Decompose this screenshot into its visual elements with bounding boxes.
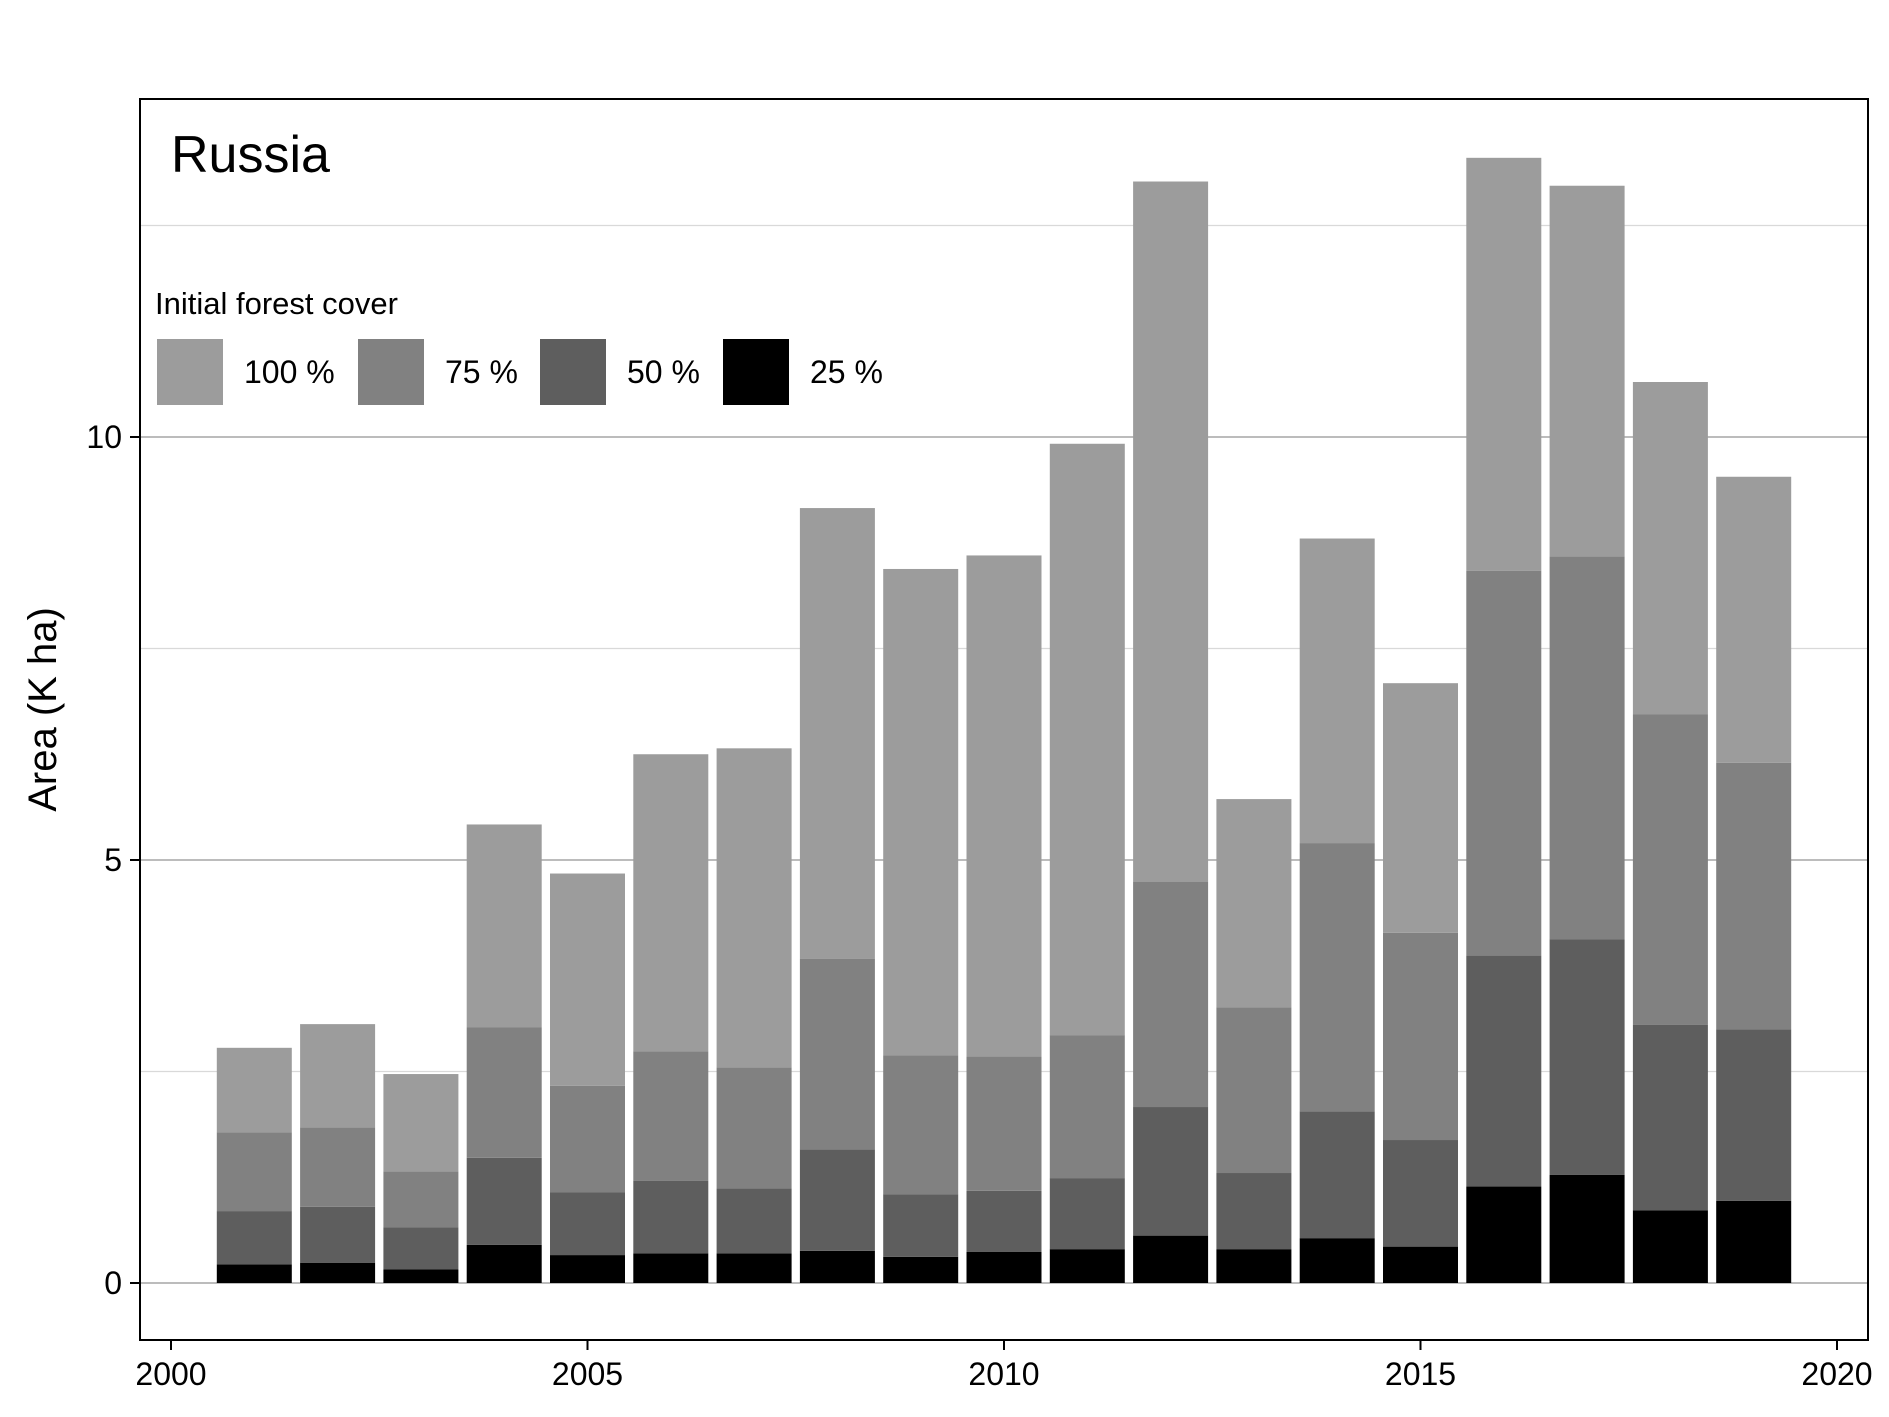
bar-2007-75pct (716, 1067, 792, 1189)
bar-2012-25pct (1133, 1235, 1209, 1283)
bar-2017-100pct (1549, 185, 1625, 557)
bar-2001-75pct (216, 1132, 292, 1212)
bar-2002-25pct (300, 1262, 376, 1283)
bar-2019-100pct (1716, 476, 1792, 763)
bar-2019-75pct (1716, 762, 1792, 1030)
bar-2003-75pct (383, 1171, 459, 1228)
axes: 2000 2005 2010 2015 2020 0 5 10 (86, 419, 1872, 1392)
bar-2013-100pct (1216, 799, 1292, 1008)
bar-2005-75pct (550, 1085, 625, 1193)
bar-2014-50pct (1299, 1111, 1375, 1239)
legend-label: 25 % (810, 354, 883, 390)
legend-key-75pct (358, 339, 424, 405)
bar-2004-75pct (466, 1027, 542, 1158)
x-tick-label: 2000 (135, 1356, 206, 1392)
bar-2001-100pct (216, 1047, 292, 1133)
bar-2013-50pct (1216, 1173, 1292, 1250)
bar-2008-75pct (799, 958, 875, 1150)
bar-2004-100pct (466, 824, 542, 1028)
legend-title: Initial forest cover (155, 286, 398, 321)
bar-2012-50pct (1133, 1107, 1209, 1236)
bar-2005-100pct (550, 873, 625, 1086)
bars (216, 157, 1792, 1283)
bar-2002-75pct (300, 1127, 376, 1207)
bar-2017-25pct (1549, 1174, 1625, 1283)
legend-label: 100 % (244, 354, 335, 390)
bar-2006-25pct (633, 1253, 709, 1283)
bar-2011-75pct (1049, 1035, 1125, 1179)
bar-2007-50pct (716, 1188, 792, 1254)
bar-2008-50pct (799, 1149, 875, 1251)
bar-2014-25pct (1299, 1238, 1375, 1283)
bar-2018-100pct (1632, 382, 1708, 715)
bar-2015-100pct (1383, 683, 1458, 933)
bar-2003-50pct (383, 1227, 459, 1270)
y-tick-label: 10 (86, 419, 122, 455)
bar-2006-75pct (633, 1051, 709, 1181)
bar-2013-75pct (1216, 1007, 1292, 1174)
bar-2005-25pct (550, 1255, 625, 1283)
bar-2002-50pct (300, 1206, 376, 1263)
bar-2009-75pct (883, 1055, 959, 1195)
bar-2018-75pct (1632, 714, 1708, 1025)
bar-2019-25pct (1716, 1200, 1792, 1283)
bar-2012-100pct (1133, 181, 1209, 882)
bar-2004-25pct (466, 1244, 542, 1283)
bar-2008-100pct (799, 508, 875, 959)
bar-2009-25pct (883, 1256, 959, 1283)
x-tick-label: 2015 (1385, 1356, 1456, 1392)
bar-2011-25pct (1049, 1249, 1125, 1283)
bar-2017-75pct (1549, 556, 1625, 940)
bar-2010-50pct (966, 1190, 1042, 1252)
bar-2003-25pct (383, 1269, 459, 1283)
bar-2001-25pct (216, 1264, 292, 1283)
bar-2015-25pct (1383, 1246, 1458, 1283)
y-tick-label: 5 (104, 842, 122, 878)
legend-key-25pct (723, 339, 789, 405)
bar-2012-75pct (1133, 881, 1209, 1108)
bar-2016-75pct (1466, 570, 1542, 956)
bar-2008-25pct (799, 1250, 875, 1283)
bar-2007-25pct (716, 1253, 792, 1283)
legend-label: 75 % (445, 354, 518, 390)
bar-2006-50pct (633, 1180, 709, 1254)
bar-2010-100pct (966, 555, 1042, 1057)
bar-2016-100pct (1466, 157, 1542, 571)
x-tick-label: 2020 (1801, 1356, 1872, 1392)
y-tick-label: 0 (104, 1265, 122, 1301)
bar-2018-50pct (1632, 1024, 1708, 1211)
bar-2009-100pct (883, 568, 959, 1056)
y-axis-label: Area (K ha) (21, 607, 65, 812)
bar-2016-50pct (1466, 955, 1542, 1187)
bar-2011-50pct (1049, 1178, 1125, 1250)
bar-2002-100pct (300, 1024, 376, 1128)
bar-2016-25pct (1466, 1186, 1542, 1283)
bar-2015-50pct (1383, 1140, 1458, 1247)
bar-2018-25pct (1632, 1210, 1708, 1283)
bar-2015-75pct (1383, 932, 1458, 1141)
bar-2006-100pct (633, 754, 709, 1052)
legend-key-50pct (540, 339, 606, 405)
bar-2005-50pct (550, 1192, 625, 1256)
legend-key-100pct (157, 339, 223, 405)
bar-2014-75pct (1299, 843, 1375, 1112)
bar-2003-100pct (383, 1074, 459, 1172)
x-tick-label: 2005 (552, 1356, 623, 1392)
legend-label: 50 % (627, 354, 700, 390)
chart-title: Russia (171, 126, 330, 184)
bar-2010-25pct (966, 1251, 1042, 1283)
bar-2019-50pct (1716, 1029, 1792, 1201)
bar-2014-100pct (1299, 538, 1375, 844)
x-tick-label: 2010 (968, 1356, 1039, 1392)
bar-2017-50pct (1549, 939, 1625, 1175)
bar-2011-100pct (1049, 443, 1125, 1036)
bar-2013-25pct (1216, 1249, 1292, 1283)
bar-2001-50pct (216, 1211, 292, 1265)
legend: Initial forest cover 100 % 75 % 50 % 25 % (155, 286, 883, 405)
bar-2004-50pct (466, 1157, 542, 1245)
bar-2010-75pct (966, 1056, 1042, 1191)
bar-2007-100pct (716, 748, 792, 1068)
bar-2009-50pct (883, 1194, 959, 1257)
